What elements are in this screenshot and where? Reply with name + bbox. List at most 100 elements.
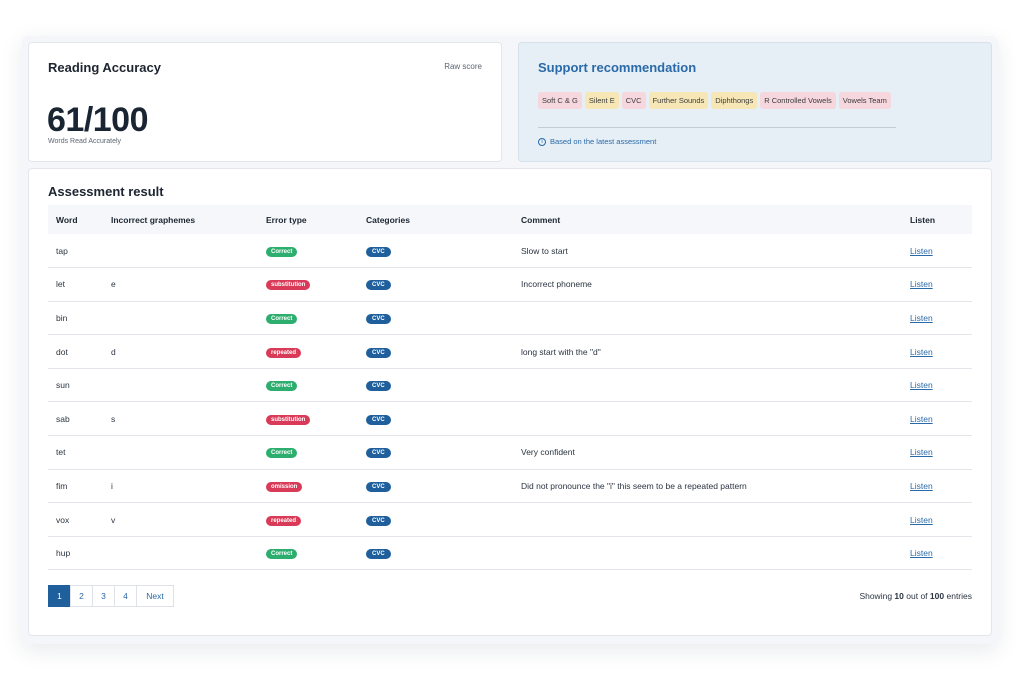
next-page-button[interactable]: Next (136, 585, 174, 607)
cell-listen: Listen (910, 368, 972, 402)
recommendation-chip: Further Sounds (648, 92, 709, 109)
listen-link[interactable]: Listen (910, 312, 933, 323)
recommendation-chip: CVC (621, 92, 646, 109)
support-recommendation-card: Support recommendation Soft C & G Silent … (518, 42, 992, 162)
cell-category: CVC (366, 469, 521, 503)
cell-category: CVC (366, 301, 521, 335)
cell-graphemes (111, 301, 266, 335)
column-header-comment: Comment (521, 214, 561, 225)
divider (538, 127, 896, 128)
cell-error-type: substitution (266, 402, 366, 436)
listen-link[interactable]: Listen (910, 548, 933, 559)
category-badge: CVC (366, 549, 391, 560)
cell-comment (521, 503, 910, 537)
cell-word: vox (56, 514, 70, 525)
listen-link[interactable]: Listen (910, 447, 933, 458)
recommendation-chip: R Controlled Vowels (760, 92, 836, 109)
cell-error-type: Correct (266, 301, 366, 335)
cell-listen: Listen (910, 268, 972, 302)
listen-link[interactable]: Listen (910, 279, 933, 290)
table-body: tap Correct CVC Slow to start Listen let e subs… (48, 234, 972, 570)
listen-link[interactable]: Listen (910, 514, 933, 525)
cell-graphemes: v (111, 514, 116, 525)
table-row: bin Correct CVC Listen (48, 301, 972, 335)
table-row: let e substitution CVC Incorrect phoneme List… (48, 268, 972, 302)
showing-entries: Showing 10 out of 100 entries (859, 591, 972, 601)
error-type-badge: Correct (266, 448, 298, 459)
error-type-badge: substitution (266, 280, 311, 291)
cell-comment: Slow to start (521, 245, 568, 256)
page-button-2[interactable]: 2 (70, 585, 93, 607)
cell-error-type: Correct (266, 234, 366, 268)
reading-accuracy-title: Reading Accuracy (48, 60, 161, 75)
category-badge: CVC (366, 280, 391, 291)
column-header-word: Word (56, 214, 78, 225)
cell-comment (521, 368, 910, 402)
table-row: dot d repeated CVC long start with the "d" Li… (48, 335, 972, 369)
error-type-badge: substitution (266, 414, 311, 425)
cell-graphemes: d (111, 346, 116, 357)
cell-comment (521, 536, 910, 570)
cell-listen: Listen (910, 503, 972, 537)
showing-prefix: Showing (859, 591, 893, 601)
listen-link[interactable]: Listen (910, 380, 933, 391)
category-badge: CVC (366, 347, 391, 358)
column-header-listen: Listen (910, 214, 936, 225)
cell-word: hup (56, 548, 71, 559)
cell-graphemes: i (111, 480, 113, 491)
showing-mid: out of (906, 591, 928, 601)
cell-error-type: Correct (266, 536, 366, 570)
info-icon: i (538, 137, 546, 146)
listen-link[interactable]: Listen (910, 413, 933, 424)
cell-graphemes: s (111, 413, 116, 424)
table-row: fim i omission CVC Did not pronounce the "i"… (48, 469, 972, 503)
category-badge: CVC (366, 381, 391, 392)
raw-score-label: Raw score (444, 62, 482, 71)
cell-word: fim (56, 480, 68, 491)
cell-error-type: Correct (266, 436, 366, 470)
page-button-1[interactable]: 1 (48, 585, 71, 607)
cell-error-type: omission (266, 469, 366, 503)
table-row: vox v repeated CVC Listen (48, 503, 972, 537)
error-type-badge: Correct (266, 246, 298, 257)
page-button-3[interactable]: 3 (92, 585, 115, 607)
assessment-result-card: Assessment result Word Incorrect graphem… (28, 168, 992, 636)
column-header-graphemes: Incorrect graphemes (111, 214, 196, 225)
category-badge: CVC (366, 246, 391, 257)
cell-listen: Listen (910, 402, 972, 436)
cell-comment (521, 402, 910, 436)
error-type-badge: Correct (266, 549, 298, 560)
table-row: hup Correct CVC Listen (48, 536, 972, 570)
table-row: sab s substitution CVC Listen (48, 402, 972, 436)
showing-total: 100 (929, 591, 945, 601)
cell-graphemes (111, 234, 266, 268)
cell-graphemes (111, 436, 266, 470)
cell-category: CVC (366, 402, 521, 436)
cell-error-type: Correct (266, 368, 366, 402)
error-type-badge: Correct (266, 313, 298, 324)
cell-graphemes (111, 536, 266, 570)
support-footnote: i Based on the latest assessment (538, 137, 656, 146)
cell-comment (521, 301, 910, 335)
page-button-4[interactable]: 4 (114, 585, 137, 607)
listen-link[interactable]: Listen (910, 480, 933, 491)
cell-comment: Incorrect phoneme (521, 279, 592, 290)
category-badge: CVC (366, 313, 391, 324)
recommendation-chip: Silent E (584, 92, 619, 109)
recommendation-chip: Soft C & G (538, 92, 582, 109)
accuracy-caption: Words Read Accurately (48, 138, 122, 145)
cell-listen: Listen (910, 436, 972, 470)
cell-category: CVC (366, 536, 521, 570)
support-footnote-text: Based on the latest assessment (550, 137, 657, 146)
listen-link[interactable]: Listen (910, 346, 933, 357)
cell-category: CVC (366, 234, 521, 268)
recommendation-chip: Diphthongs (711, 92, 758, 109)
table-row: tet Correct CVC Very confident Listen (48, 436, 972, 470)
column-header-categories: Categories (366, 214, 410, 225)
listen-link[interactable]: Listen (910, 245, 933, 256)
cell-graphemes (111, 368, 266, 402)
category-badge: CVC (366, 414, 391, 425)
error-type-badge: repeated (266, 515, 302, 526)
cell-error-type: repeated (266, 335, 366, 369)
cell-word: sab (56, 413, 70, 424)
